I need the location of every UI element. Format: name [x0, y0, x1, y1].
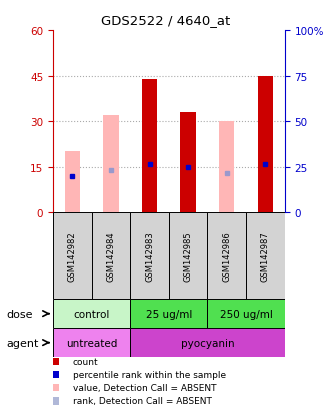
Text: dose: dose: [7, 309, 33, 319]
Text: count: count: [73, 357, 98, 366]
Text: GSM142982: GSM142982: [68, 231, 77, 281]
Bar: [53, 299, 130, 328]
Text: 250 ug/ml: 250 ug/ml: [219, 309, 272, 319]
Text: untreated: untreated: [66, 338, 117, 348]
Text: GSM142983: GSM142983: [145, 231, 154, 281]
Text: rank, Detection Call = ABSENT: rank, Detection Call = ABSENT: [73, 396, 212, 406]
Text: pyocyanin: pyocyanin: [181, 338, 234, 348]
Bar: [208, 213, 246, 299]
Bar: [103, 116, 118, 213]
Bar: [142, 79, 157, 213]
Bar: [180, 113, 196, 213]
Bar: [53, 328, 130, 357]
Text: GDS2522 / 4640_at: GDS2522 / 4640_at: [101, 14, 230, 27]
Text: GSM142985: GSM142985: [184, 231, 193, 281]
Bar: [130, 328, 285, 357]
Bar: [130, 299, 208, 328]
Text: agent: agent: [7, 338, 39, 348]
Text: control: control: [73, 309, 110, 319]
Text: percentile rank within the sample: percentile rank within the sample: [73, 370, 226, 379]
Bar: [246, 213, 285, 299]
Bar: [169, 213, 208, 299]
Bar: [65, 152, 80, 213]
Bar: [208, 299, 285, 328]
Text: 25 ug/ml: 25 ug/ml: [146, 309, 192, 319]
Bar: [219, 122, 234, 213]
Bar: [92, 213, 130, 299]
Bar: [130, 213, 169, 299]
Bar: [53, 213, 92, 299]
Bar: [258, 76, 273, 213]
Text: GSM142986: GSM142986: [222, 231, 231, 281]
Text: GSM142987: GSM142987: [261, 231, 270, 281]
Text: value, Detection Call = ABSENT: value, Detection Call = ABSENT: [73, 383, 216, 392]
Text: GSM142984: GSM142984: [106, 231, 116, 281]
